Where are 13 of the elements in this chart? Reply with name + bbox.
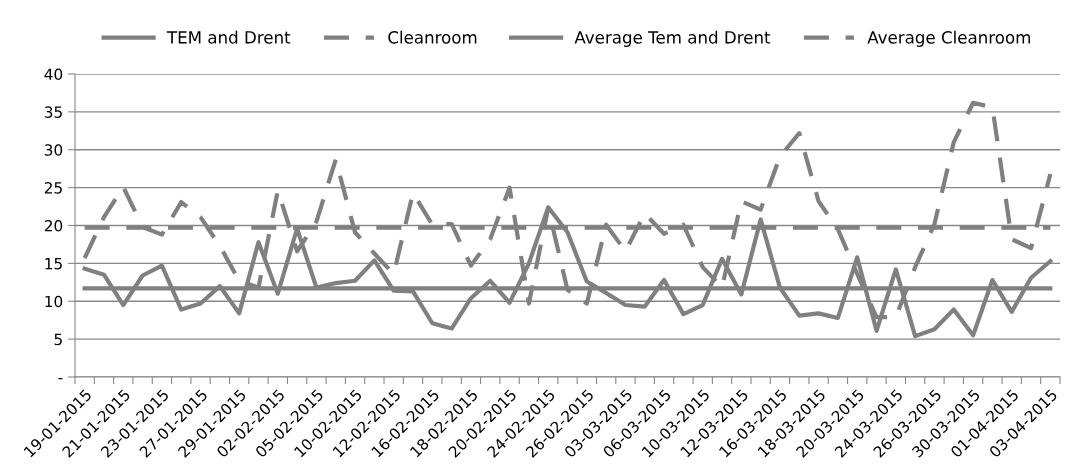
legend-label: Average Tem and Drent [574,30,771,47]
y-tick-label: 25 [44,182,62,194]
y-tick-label: 5 [54,333,62,346]
y-tick-label: 20 [44,219,63,232]
legend-label: Average Cleanroom [867,30,1030,47]
y-tick-label: - [58,378,63,380]
legend-label: Cleanroom [388,30,477,44]
legend-label: TEM and Drent [166,30,291,44]
y-tick-label: 35 [44,106,62,118]
y-tick-label: 30 [44,144,63,156]
y-tick-label: 40 [44,68,63,81]
y-tick-label: 10 [45,295,63,308]
y-tick-label: 15 [45,258,62,270]
